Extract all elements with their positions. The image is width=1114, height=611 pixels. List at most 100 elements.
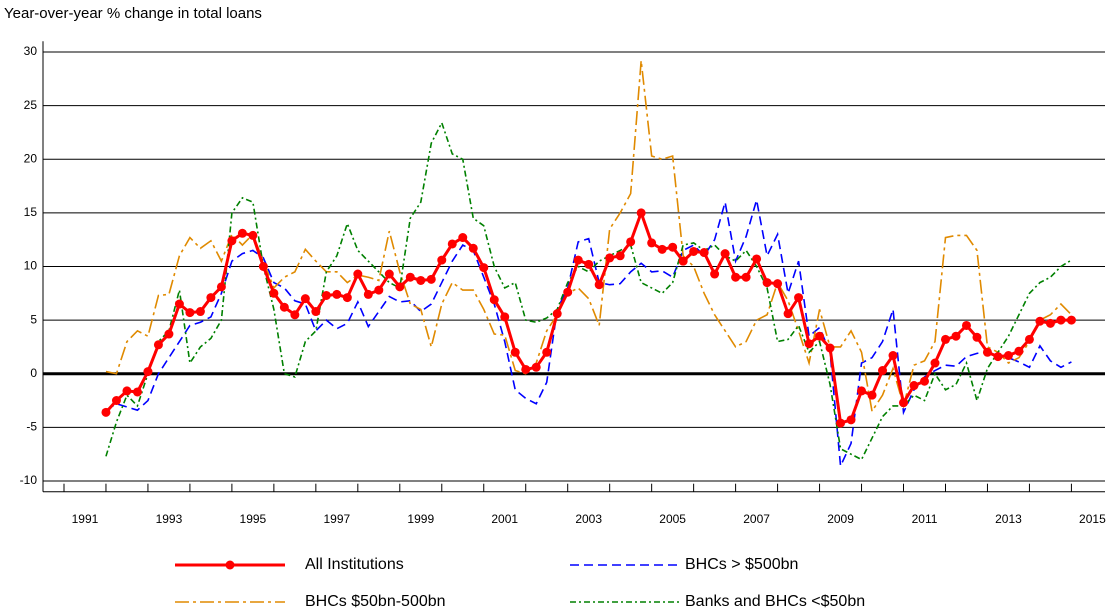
point <box>857 386 867 396</box>
point <box>951 331 961 341</box>
point <box>678 256 688 266</box>
point <box>416 275 426 285</box>
point <box>363 289 373 299</box>
point <box>846 415 856 425</box>
point <box>164 329 174 339</box>
point <box>500 312 510 322</box>
y-tick-label: 10 <box>24 259 38 273</box>
x-tick-label: 2003 <box>575 512 602 526</box>
point <box>552 309 562 319</box>
x-tick-label: 2007 <box>743 512 770 526</box>
point <box>961 320 971 330</box>
point <box>489 295 499 305</box>
x-tick-label: 2001 <box>491 512 518 526</box>
point <box>930 358 940 368</box>
point <box>1066 315 1076 325</box>
point <box>195 307 205 317</box>
point <box>972 332 982 342</box>
legend-label: BHCs > $500bn <box>685 556 798 573</box>
point <box>258 262 268 271</box>
point <box>752 254 762 264</box>
y-tick-label: -5 <box>26 420 37 434</box>
point <box>573 255 583 265</box>
point <box>122 386 132 396</box>
point <box>647 238 657 248</box>
point <box>888 351 898 361</box>
point <box>342 293 352 303</box>
point <box>783 309 793 319</box>
point <box>867 390 877 400</box>
point <box>206 293 216 303</box>
point <box>825 343 835 353</box>
y-tick-label: 5 <box>30 312 37 326</box>
series-line <box>105 60 1072 414</box>
point <box>521 364 531 374</box>
point <box>290 310 300 320</box>
x-tick-label: 1993 <box>156 512 183 526</box>
y-tick-label: 25 <box>24 98 38 112</box>
point <box>762 278 772 288</box>
x-tick-label: 2015 <box>1079 512 1106 526</box>
point <box>626 237 636 247</box>
point <box>1003 351 1013 361</box>
point <box>899 398 909 408</box>
legend-marker <box>225 560 235 570</box>
point <box>321 290 331 300</box>
point <box>447 239 457 249</box>
y-tick-label: 15 <box>24 205 38 219</box>
point <box>920 376 930 386</box>
point <box>437 255 447 265</box>
point <box>668 242 678 252</box>
point <box>1024 334 1034 344</box>
point <box>615 251 625 261</box>
point <box>1035 316 1045 326</box>
y-tick-label: -10 <box>20 473 38 487</box>
y-tick-label: 30 <box>24 44 38 58</box>
point <box>132 387 142 397</box>
point <box>836 418 846 428</box>
point <box>185 308 195 318</box>
point <box>993 352 1003 362</box>
x-tick-label: 1997 <box>323 512 350 526</box>
series-line <box>105 120 1072 461</box>
legend-label: All Institutions <box>305 556 404 573</box>
point <box>982 347 992 357</box>
point <box>720 249 730 259</box>
point <box>1014 346 1024 356</box>
y-tick-label: 20 <box>24 151 38 165</box>
point <box>794 293 804 303</box>
point <box>1056 315 1066 325</box>
point <box>143 367 153 377</box>
point <box>815 331 825 341</box>
point <box>395 282 405 292</box>
point <box>710 269 720 279</box>
x-tick-label: 2013 <box>995 512 1022 526</box>
point <box>216 282 226 292</box>
point <box>636 208 646 218</box>
legend-label: BHCs $50bn-500bn <box>305 593 446 610</box>
point <box>531 362 541 372</box>
point <box>689 246 699 256</box>
x-tick-label: 1999 <box>407 512 434 526</box>
point <box>510 347 520 357</box>
point <box>542 347 552 357</box>
point <box>111 396 121 406</box>
point <box>153 340 163 350</box>
point <box>458 233 468 243</box>
x-tick-label: 1991 <box>72 512 99 526</box>
x-tick-label: 2011 <box>912 512 938 526</box>
series-line <box>104 208 1072 426</box>
point <box>594 280 604 290</box>
point <box>909 381 919 391</box>
y-tick-label: 0 <box>30 366 37 380</box>
legend-label: Banks and BHCs <$50bn <box>685 593 865 610</box>
point <box>1045 318 1055 328</box>
x-tick-label: 2009 <box>827 512 854 526</box>
point <box>101 407 111 417</box>
point <box>279 302 289 312</box>
point <box>311 307 321 317</box>
point <box>731 272 741 282</box>
point <box>605 253 615 263</box>
point <box>353 269 363 279</box>
